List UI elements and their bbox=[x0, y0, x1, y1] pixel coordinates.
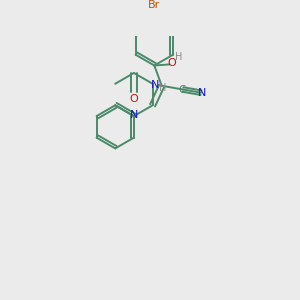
Text: N: N bbox=[198, 88, 207, 98]
Text: Br: Br bbox=[148, 0, 160, 10]
Text: N: N bbox=[130, 110, 138, 120]
Text: O: O bbox=[167, 58, 176, 68]
Text: H: H bbox=[175, 52, 182, 62]
Text: C: C bbox=[178, 85, 186, 95]
Text: H: H bbox=[159, 83, 166, 93]
Text: N: N bbox=[151, 80, 159, 90]
Text: O: O bbox=[130, 94, 138, 104]
